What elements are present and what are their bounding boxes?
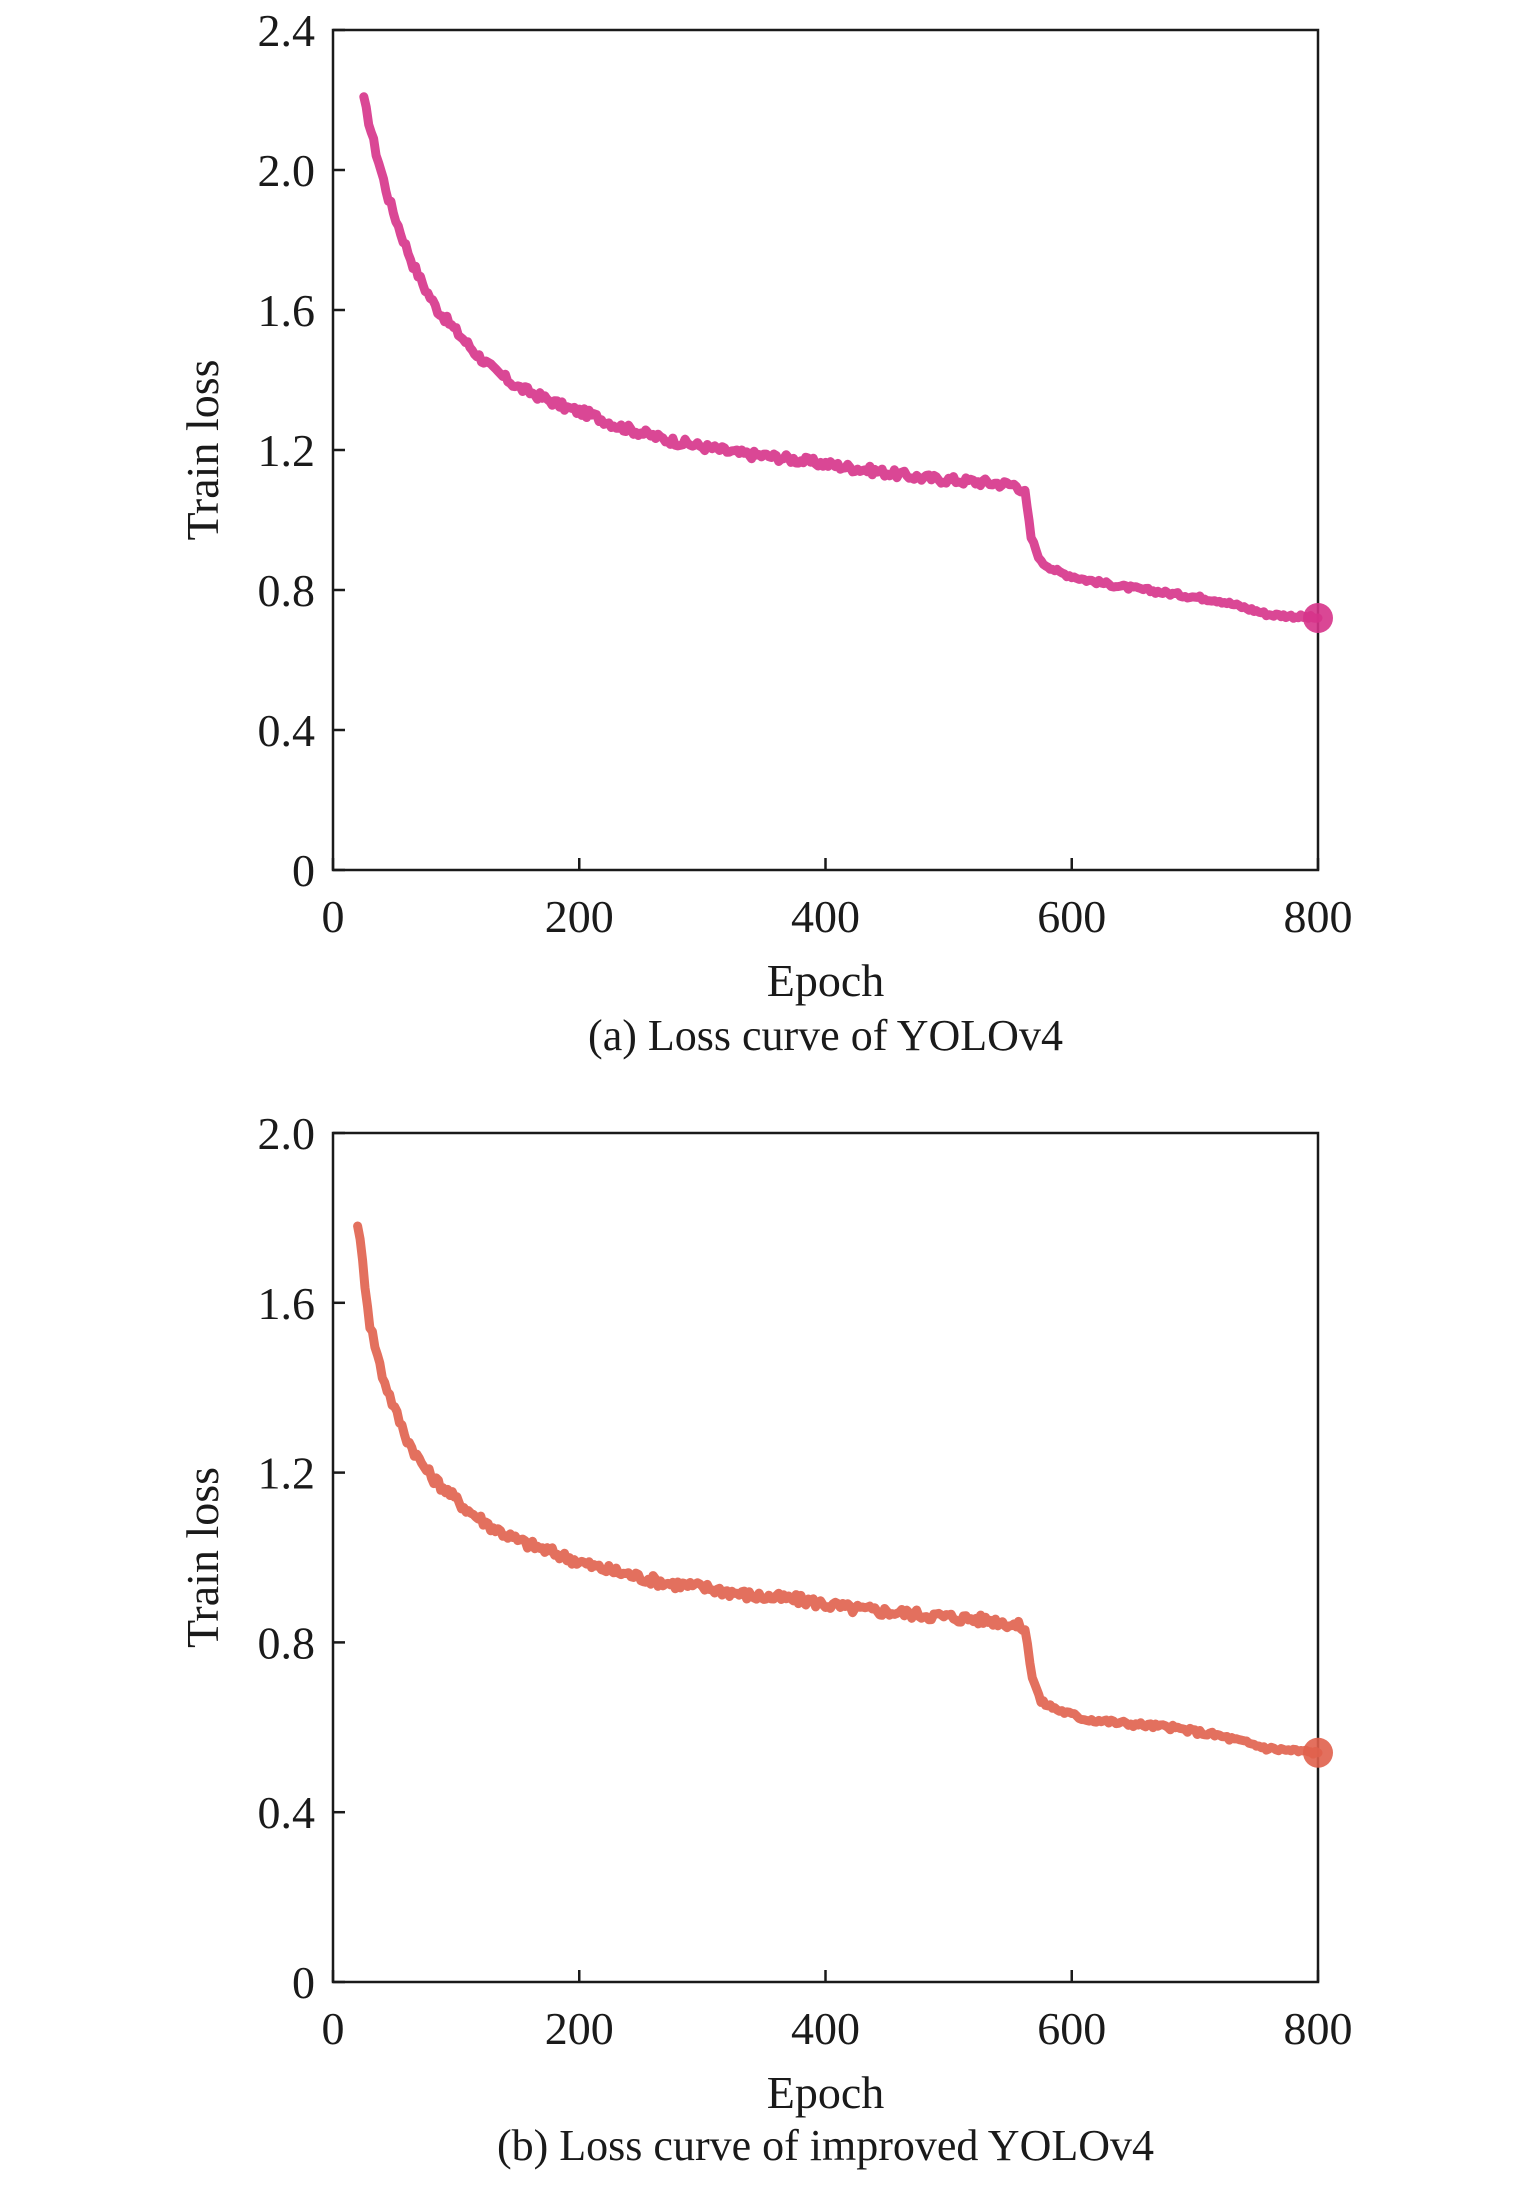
x-tick-label: 200: [545, 2003, 614, 2054]
y-tick-label: 1.6: [258, 1278, 316, 1329]
chart-b: 0 0.4 0.8 1.2 1.6 2.0 0 200 400 600 800 Epoch Train …: [177, 1108, 1353, 2170]
x-tick-label: 400: [791, 2003, 860, 2054]
y-tick-label: 2.0: [258, 145, 316, 196]
y-tick-label: 1.6: [258, 285, 316, 336]
y-tick-label: 0: [292, 1957, 315, 2008]
plot-frame: [331, 1131, 1320, 1984]
y-tick-label: 0.4: [258, 705, 316, 756]
series-end-marker: [1303, 1737, 1333, 1768]
x-tick-label: 0: [322, 891, 345, 942]
y-tick-label: 0.8: [258, 1617, 316, 1668]
loss-series-line: [353, 1221, 1323, 1759]
y-axis-title: Train loss: [177, 1467, 228, 1648]
y-tick-label: 0.4: [258, 1787, 316, 1838]
x-tick-label: 0: [322, 2003, 345, 2054]
y-axis-title: Train loss: [177, 359, 228, 540]
loss-series-line: [359, 92, 1323, 623]
y-tick-label: 1.2: [258, 1448, 316, 1499]
plot-frame: [331, 28, 1320, 872]
x-tick-label: 600: [1037, 2003, 1106, 2054]
x-tick-label: 200: [545, 891, 614, 942]
y-tick-label: 2.0: [258, 1108, 316, 1159]
x-tick-label: 600: [1037, 891, 1106, 942]
y-tick-label: 0: [292, 845, 315, 896]
x-tick-label: 800: [1284, 891, 1353, 942]
series-end-marker: [1303, 603, 1333, 633]
x-tick-label: 400: [791, 891, 860, 942]
x-axis-title: Epoch: [767, 2067, 885, 2118]
y-tick-label: 0.8: [258, 565, 316, 616]
y-tick-label: 1.2: [258, 425, 316, 476]
x-tick-label: 800: [1284, 2003, 1353, 2054]
x-axis-title: Epoch: [767, 955, 885, 1006]
chart-caption: (a) Loss curve of YOLOv4: [588, 1011, 1063, 1060]
chart-a: 0 0.4 0.8 1.2 1.6 2.0 2.4 0 200 400 600 800 Epoch Tra…: [177, 5, 1353, 1060]
chart-caption: (b) Loss curve of improved YOLOv4: [497, 2121, 1154, 2170]
y-tick-label: 2.4: [258, 5, 316, 56]
